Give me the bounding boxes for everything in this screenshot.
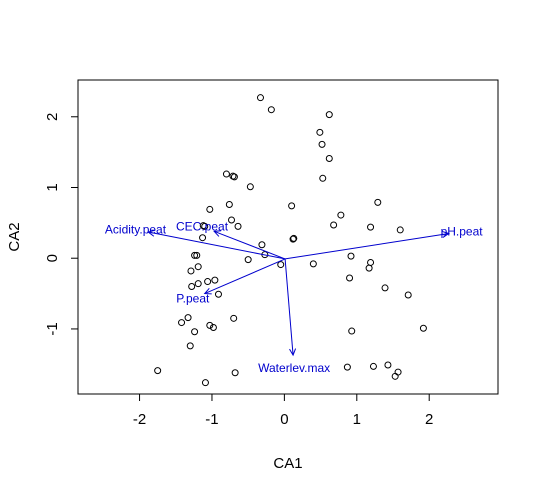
data-point xyxy=(337,211,345,219)
x-axis: -2 -1 0 1 2 xyxy=(133,393,433,428)
data-point xyxy=(325,155,333,162)
data-point xyxy=(330,221,338,229)
data-point xyxy=(343,363,351,371)
vector-label: CEC.peat xyxy=(176,220,229,234)
data-point xyxy=(231,369,239,377)
data-point xyxy=(194,263,202,271)
vector-arrow xyxy=(285,232,449,260)
data-point xyxy=(206,205,214,213)
points-layer xyxy=(154,94,427,387)
x-tick-label: 1 xyxy=(353,411,361,428)
data-point xyxy=(258,241,266,249)
y-axis-label: CA2 xyxy=(6,222,23,251)
vector-label: P.peat xyxy=(176,292,210,306)
data-point xyxy=(199,234,207,242)
data-point xyxy=(369,362,377,370)
data-point xyxy=(209,324,217,332)
data-point xyxy=(381,284,389,292)
x-axis-label: CA1 xyxy=(273,455,302,472)
y-tick-label: 0 xyxy=(44,254,61,262)
data-point xyxy=(154,367,162,375)
data-point xyxy=(214,290,222,298)
data-point xyxy=(290,234,298,242)
data-point xyxy=(225,200,233,208)
data-point xyxy=(325,111,333,119)
data-point xyxy=(419,324,427,332)
data-point xyxy=(267,106,275,114)
data-point xyxy=(186,342,194,350)
data-point xyxy=(178,319,186,327)
plot-frame xyxy=(77,79,499,395)
data-point xyxy=(367,223,375,231)
data-point xyxy=(230,314,238,322)
vector-arrowhead xyxy=(213,230,222,237)
data-point xyxy=(394,368,402,376)
vector-label: Acidity.peat xyxy=(105,223,167,237)
data-point xyxy=(318,140,326,148)
data-point xyxy=(246,183,254,191)
data-point xyxy=(348,327,356,335)
data-point xyxy=(396,226,404,234)
data-point xyxy=(319,174,327,182)
data-point xyxy=(234,222,242,230)
data-point xyxy=(367,258,375,266)
vectors-layer: Acidity.peat CEC.peat pH.peat P.peat Waterle… xyxy=(105,220,483,375)
y-tick-label: -1 xyxy=(44,322,61,335)
data-point xyxy=(288,202,296,210)
vector-arrowhead xyxy=(289,348,297,357)
data-point xyxy=(187,267,195,275)
data-point xyxy=(384,361,392,369)
data-point xyxy=(191,328,199,336)
data-point xyxy=(256,94,264,102)
vector-label: Waterlev.max xyxy=(258,361,330,375)
vector-arrowhead xyxy=(147,229,156,237)
data-point xyxy=(316,128,324,136)
data-point xyxy=(374,198,382,206)
data-point xyxy=(193,251,201,259)
data-point xyxy=(346,274,354,282)
vector-arrow xyxy=(148,231,286,260)
y-axis: -1 0 1 2 xyxy=(44,113,79,336)
data-point xyxy=(404,291,412,299)
data-point xyxy=(222,170,230,178)
data-point xyxy=(289,235,297,243)
data-point xyxy=(391,372,399,380)
data-point xyxy=(184,314,192,322)
data-point xyxy=(206,321,214,329)
vector-arrowhead xyxy=(441,230,450,238)
data-point xyxy=(228,216,236,224)
data-point xyxy=(309,260,317,268)
data-point xyxy=(199,222,207,230)
vector-arrowhead xyxy=(203,287,212,295)
x-tick-label: -1 xyxy=(205,411,218,428)
data-point xyxy=(191,251,199,259)
data-point xyxy=(244,256,252,264)
data-point xyxy=(194,280,202,288)
x-tick-label: 0 xyxy=(280,411,288,428)
data-point xyxy=(211,276,219,284)
data-point xyxy=(347,252,355,260)
data-point xyxy=(188,283,196,291)
vector-arrow xyxy=(284,258,294,356)
y-tick-label: 1 xyxy=(44,183,61,191)
data-point xyxy=(204,278,212,286)
vector-arrow xyxy=(213,230,286,260)
vector-arrow xyxy=(204,258,286,295)
x-tick-label: -2 xyxy=(133,411,146,428)
data-point xyxy=(229,172,237,180)
data-point xyxy=(277,261,285,269)
x-tick-label: 2 xyxy=(425,411,433,428)
vector-label: pH.peat xyxy=(441,224,484,238)
data-point xyxy=(365,264,373,272)
data-point xyxy=(201,379,209,387)
y-tick-label: 2 xyxy=(44,113,61,121)
